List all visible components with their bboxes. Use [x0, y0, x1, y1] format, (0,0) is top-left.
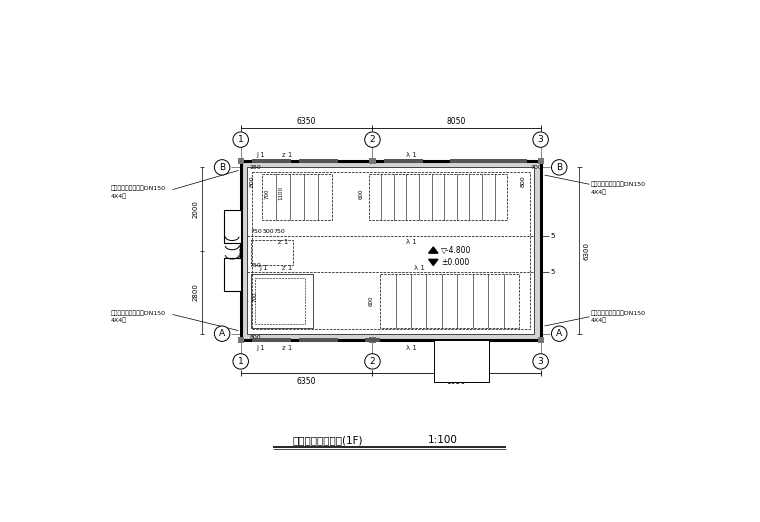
Circle shape — [552, 326, 567, 341]
Bar — [537, 158, 543, 164]
Circle shape — [233, 354, 249, 369]
Circle shape — [533, 132, 549, 147]
Text: 6300: 6300 — [583, 242, 589, 259]
Polygon shape — [429, 247, 438, 253]
Text: 2800: 2800 — [192, 283, 198, 301]
Bar — [369, 174, 507, 220]
Text: 2: 2 — [369, 135, 375, 144]
Bar — [252, 172, 530, 329]
Text: B: B — [556, 163, 562, 172]
Text: 变电所平面布置图(1F): 变电所平面布置图(1F) — [293, 435, 363, 445]
Text: 700: 700 — [264, 188, 270, 198]
Text: ▽-4.800: ▽-4.800 — [441, 245, 471, 255]
Bar — [262, 174, 332, 220]
Bar — [435, 340, 489, 382]
Text: 2000: 2000 — [192, 200, 198, 218]
Circle shape — [533, 354, 549, 369]
Bar — [252, 159, 291, 163]
Text: 3: 3 — [538, 135, 543, 144]
Text: j 1: j 1 — [260, 265, 268, 271]
Text: 电缆沟壁薄穿墙套管DN150: 电缆沟壁薄穿墙套管DN150 — [110, 310, 166, 316]
Text: z 1: z 1 — [282, 152, 293, 158]
Bar — [365, 338, 380, 342]
Text: 2800: 2800 — [239, 243, 245, 258]
Text: 250: 250 — [249, 164, 261, 170]
Text: 4X4根: 4X4根 — [591, 189, 607, 195]
Bar — [241, 161, 540, 340]
Text: ±0.000: ±0.000 — [441, 258, 469, 267]
Text: 600: 600 — [369, 296, 374, 306]
Text: B: B — [219, 163, 225, 172]
Bar — [238, 337, 244, 343]
Text: j 1: j 1 — [255, 345, 264, 351]
Bar — [384, 159, 423, 163]
Text: λ 1: λ 1 — [406, 152, 416, 158]
Text: 4X4根: 4X4根 — [110, 318, 126, 324]
Text: 1:100: 1:100 — [428, 435, 458, 445]
Circle shape — [365, 354, 380, 369]
Bar — [223, 258, 241, 291]
Text: 750: 750 — [251, 229, 262, 234]
Text: 700: 700 — [252, 292, 258, 302]
Text: A: A — [219, 329, 225, 338]
Polygon shape — [429, 259, 438, 266]
Bar — [251, 240, 293, 265]
Text: 700: 700 — [530, 164, 543, 170]
Text: λ 1: λ 1 — [413, 265, 424, 271]
Bar — [450, 159, 527, 163]
Circle shape — [552, 160, 567, 175]
Circle shape — [365, 132, 380, 147]
Text: 600: 600 — [359, 188, 363, 198]
Text: 电缆沟壁薄穿墙套管DN150: 电缆沟壁薄穿墙套管DN150 — [110, 185, 166, 191]
Text: 8050: 8050 — [447, 377, 466, 386]
Bar — [255, 278, 305, 325]
Bar — [238, 158, 244, 164]
Text: 1: 1 — [238, 135, 243, 144]
Bar — [223, 210, 241, 243]
Bar — [251, 274, 313, 328]
Text: 800: 800 — [521, 175, 525, 187]
Text: 750: 750 — [274, 229, 285, 234]
Text: 750: 750 — [249, 264, 261, 268]
Text: λ 1: λ 1 — [406, 345, 416, 351]
Bar — [252, 338, 291, 342]
Text: 8050: 8050 — [447, 117, 466, 126]
Text: 800: 800 — [249, 335, 261, 340]
Bar — [247, 168, 534, 334]
Text: 4X4根: 4X4根 — [110, 193, 126, 199]
Text: 1: 1 — [238, 357, 243, 366]
Text: 电缆沟壁薄穿墙套管DN150: 电缆沟壁薄穿墙套管DN150 — [591, 310, 646, 316]
Text: 500: 500 — [262, 229, 274, 234]
Bar — [369, 337, 375, 343]
Text: j 1: j 1 — [255, 152, 264, 158]
Text: z 1: z 1 — [282, 265, 293, 271]
Text: 2: 2 — [369, 357, 375, 366]
Text: 5: 5 — [551, 269, 555, 275]
Bar — [369, 158, 375, 164]
Text: 6350: 6350 — [297, 377, 316, 386]
Text: z 1: z 1 — [282, 345, 293, 351]
Text: 电缆沟壁薄穿墙套管DN150: 电缆沟壁薄穿墙套管DN150 — [591, 182, 646, 187]
Bar — [299, 159, 337, 163]
Text: 4X4根: 4X4根 — [591, 318, 607, 324]
Bar — [299, 338, 337, 342]
Circle shape — [214, 326, 230, 341]
Text: 800: 800 — [249, 175, 255, 187]
Text: 1100: 1100 — [278, 186, 283, 200]
Text: 5: 5 — [551, 233, 555, 239]
Text: 3: 3 — [538, 357, 543, 366]
Text: z 1: z 1 — [278, 240, 289, 245]
Text: 6350: 6350 — [297, 117, 316, 126]
Circle shape — [233, 132, 249, 147]
Text: λ 1: λ 1 — [406, 240, 416, 245]
Text: A: A — [556, 329, 562, 338]
Circle shape — [214, 160, 230, 175]
Bar — [380, 274, 519, 328]
Bar — [537, 337, 543, 343]
